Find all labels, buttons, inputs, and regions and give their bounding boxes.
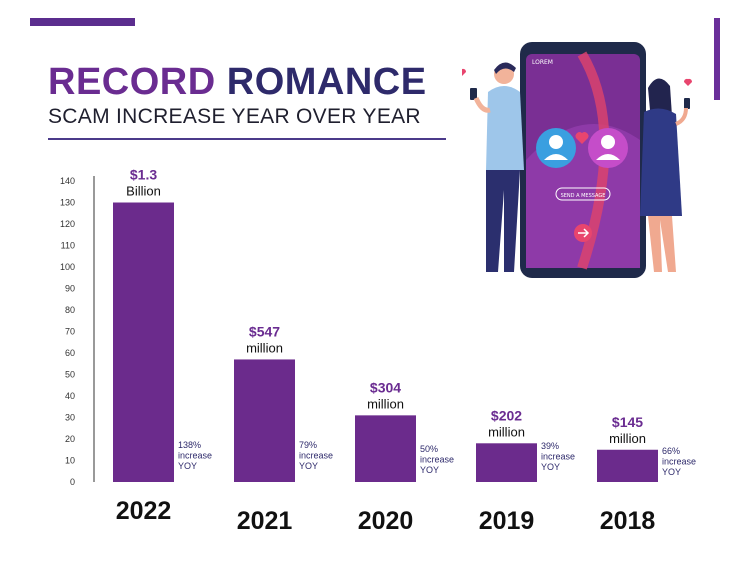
yoy-annotation: YOY [178,461,197,471]
title-underline [48,138,446,140]
data-label-unit: million [246,340,283,355]
floating-heart-icon [462,68,467,76]
right-accent-bar [714,18,720,100]
yoy-annotation: increase [662,457,696,467]
data-label-amount: $145 [612,414,643,430]
bar-2020 [355,415,416,482]
data-label-unit: million [488,424,525,439]
y-tick-label: 70 [65,327,75,337]
bar-2018 [597,449,658,482]
yoy-annotation: 79% [299,440,317,450]
y-tick-label: 120 [60,219,75,229]
yoy-annotation: increase [541,452,575,462]
yoy-annotation: YOY [299,461,318,471]
yoy-annotation: increase [420,455,454,465]
data-label-unit: million [609,431,646,446]
y-tick-label: 20 [65,434,75,444]
yoy-annotation: YOY [541,462,560,472]
heart-icon [575,132,589,144]
smartphone-icon: LOREM SEND A MESSAGE [520,42,646,278]
data-label-amount: $304 [370,379,401,395]
man-figure-icon [462,62,524,272]
yoy-annotation: increase [178,451,212,461]
yoy-annotation: YOY [662,467,681,477]
y-tick-label: 40 [65,391,75,401]
bar-2021 [234,359,295,482]
y-tick-label: 10 [65,456,75,466]
x-tick-label: 2019 [479,507,535,535]
y-tick-label: 80 [65,305,75,315]
x-tick-label: 2020 [358,507,414,535]
phone-carrier-label: LOREM [532,59,553,66]
yoy-annotation: YOY [420,465,439,475]
data-label-unit: million [367,396,404,411]
y-tick-label: 50 [65,370,75,380]
x-tick-label: 2018 [600,507,656,535]
yoy-annotation: 66% [662,446,680,456]
data-label-unit: Billion [126,184,161,199]
y-tick-label: 60 [65,348,75,358]
title-word-romance: ROMANCE [226,61,427,103]
bar-2022 [113,202,174,482]
y-tick-label: 140 [60,176,75,186]
title-word-record: RECORD [48,61,216,103]
yoy-annotation: increase [299,451,333,461]
y-tick-label: 30 [65,413,75,423]
yoy-annotation: 50% [420,444,438,454]
y-tick-label: 90 [65,284,75,294]
x-tick-label: 2021 [237,507,293,535]
data-label-amount: $547 [249,323,280,339]
floating-heart-icon [683,78,693,86]
bar-2019 [476,443,537,482]
y-tick-label: 110 [61,241,75,251]
yoy-annotation: 39% [541,441,559,451]
data-label-amount: $1.3 [130,167,157,183]
data-label-amount: $202 [491,407,522,423]
send-message-button: SEND A MESSAGE [561,193,606,199]
y-tick-label: 0 [70,477,75,487]
dating-app-illustration: LOREM SEND A MESSAGE [462,42,693,278]
x-tick-label: 2022 [116,497,172,525]
woman-figure-icon [640,78,693,272]
page-title: RECORD ROMANCE [48,60,427,104]
y-tick-label: 100 [60,262,75,272]
y-tick-label: 130 [60,198,75,208]
yoy-annotation: 138% [178,440,201,450]
page-subtitle: SCAM INCREASE YEAR OVER YEAR [48,105,421,128]
top-accent-bar [30,18,135,26]
